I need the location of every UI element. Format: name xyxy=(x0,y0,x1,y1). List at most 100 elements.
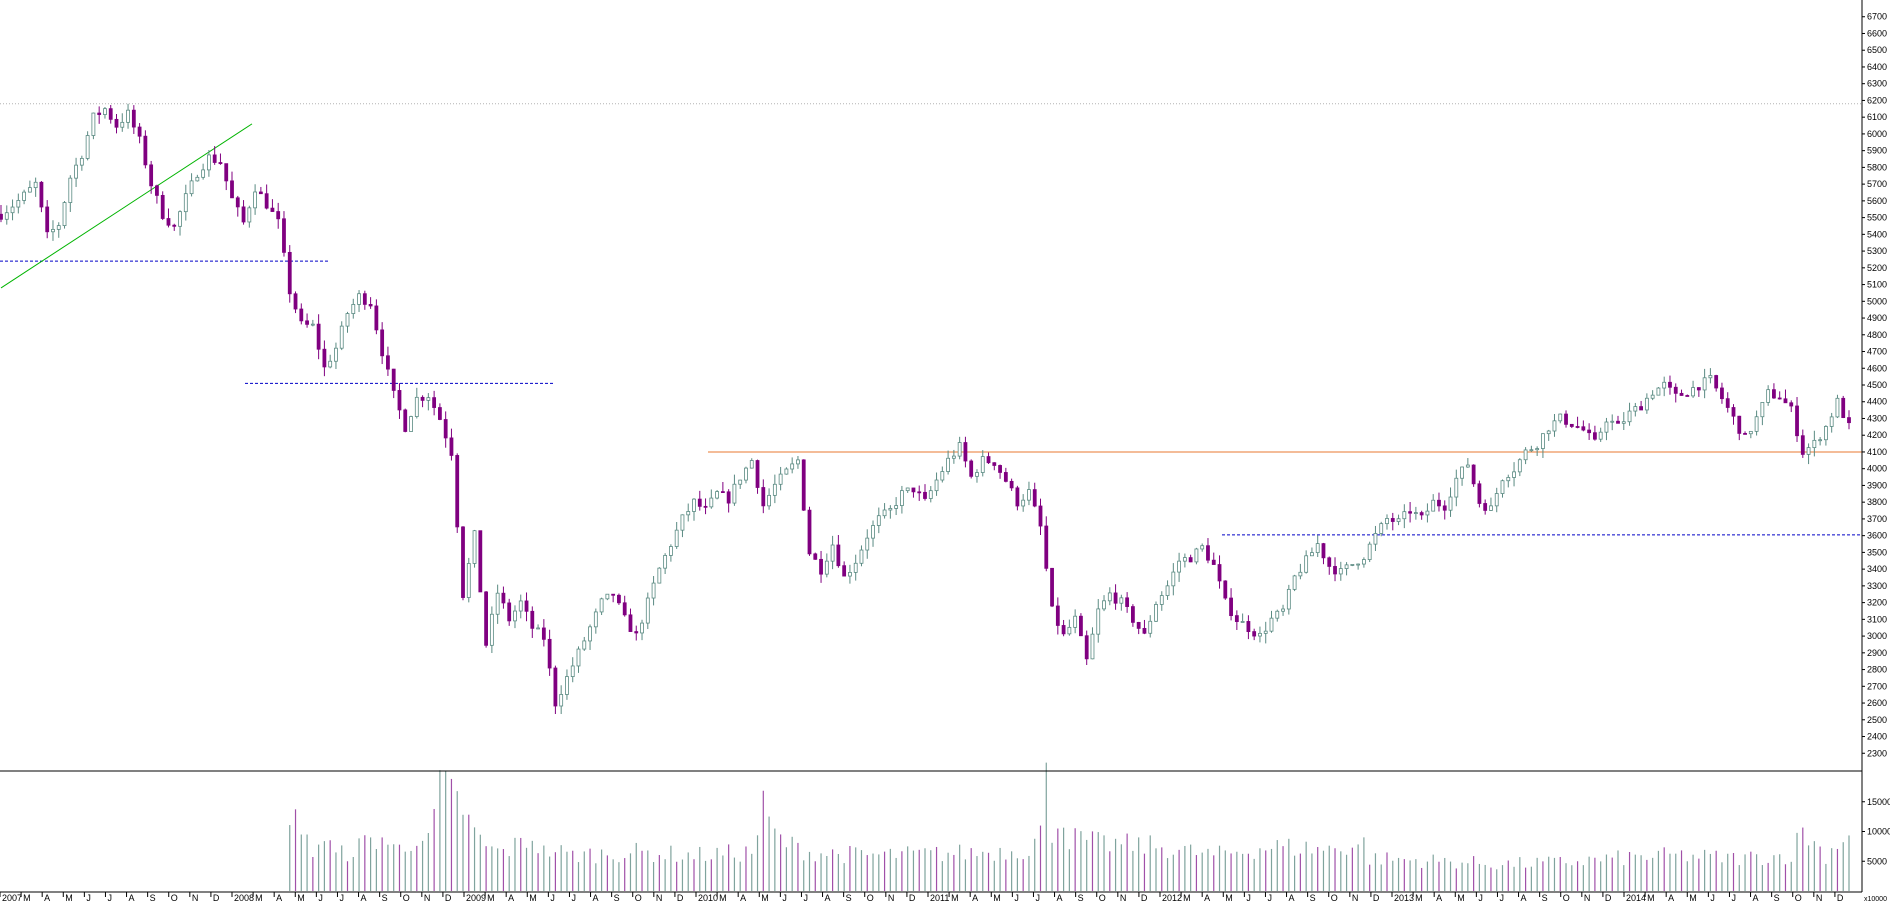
candle-body xyxy=(1102,600,1106,610)
month-tick-label: 2009 xyxy=(466,893,486,903)
month-tick-label: J xyxy=(86,893,91,903)
candle-body xyxy=(593,611,598,628)
price-tick-label: 4300 xyxy=(1867,413,1887,423)
month-tick-label: M xyxy=(487,893,495,903)
month-tick-label: O xyxy=(403,893,410,903)
month-tick-label: A xyxy=(825,893,831,903)
price-tick-label: 3000 xyxy=(1867,631,1887,641)
month-tick-label: N xyxy=(1816,893,1823,903)
month-tick-label: J xyxy=(107,893,112,903)
candle-body xyxy=(518,600,523,612)
candle-body xyxy=(1131,606,1135,623)
candlestick-series xyxy=(0,103,1851,715)
candle-body xyxy=(876,515,881,526)
candle-body xyxy=(553,667,558,707)
candle-body xyxy=(894,505,899,509)
candle-body xyxy=(807,509,812,555)
candle-body xyxy=(103,108,107,115)
candle-body xyxy=(85,135,90,159)
candle-body xyxy=(1806,447,1811,455)
price-tick-label: 5900 xyxy=(1867,146,1887,156)
candle-body xyxy=(1829,416,1834,427)
candle-body xyxy=(1702,377,1707,391)
candle-body xyxy=(1286,588,1291,610)
month-tick-label: A xyxy=(1204,893,1210,903)
candle-body xyxy=(859,549,864,564)
candle-body xyxy=(547,638,552,669)
candle-body xyxy=(1627,410,1632,423)
candle-body xyxy=(657,567,662,584)
candle-body xyxy=(62,202,67,226)
candle-body xyxy=(1691,387,1695,397)
candle-body xyxy=(761,487,766,507)
candle-body xyxy=(160,195,165,219)
candle-body xyxy=(1211,559,1216,565)
month-tick-label: M xyxy=(761,893,769,903)
month-tick-label: S xyxy=(614,893,620,903)
candle-body xyxy=(1356,563,1361,566)
candle-body xyxy=(230,180,234,199)
candle-body xyxy=(576,648,581,667)
candle-body xyxy=(1633,406,1638,412)
candle-body xyxy=(645,597,650,624)
candle-body xyxy=(1743,433,1747,435)
price-tick-label: 3100 xyxy=(1867,614,1887,624)
candle-body xyxy=(432,397,437,408)
candle-body xyxy=(720,491,725,493)
month-tick-label: D xyxy=(445,893,452,903)
month-tick-label: A xyxy=(276,893,282,903)
candle-body xyxy=(513,610,517,622)
candle-body xyxy=(622,602,627,616)
candle-body xyxy=(663,555,668,569)
candle-body xyxy=(305,320,309,325)
price-tick-label: 2300 xyxy=(1867,748,1887,758)
candle-body xyxy=(1281,608,1285,612)
candle-body xyxy=(1668,381,1672,388)
candle-body xyxy=(1154,604,1158,622)
month-tick-label: O xyxy=(867,893,874,903)
price-tick-label: 4500 xyxy=(1867,380,1887,390)
candle-body xyxy=(1494,493,1499,507)
candle-body xyxy=(923,491,927,499)
month-tick-label: M xyxy=(1225,893,1233,903)
candle-body xyxy=(524,600,529,612)
candle-body xyxy=(1737,415,1742,434)
candle-body xyxy=(1610,420,1615,423)
candle-body xyxy=(1240,621,1245,623)
month-tick-label: O xyxy=(1099,893,1106,903)
candle-body xyxy=(1234,615,1239,622)
candle-body xyxy=(1841,397,1846,418)
candle-body xyxy=(726,491,731,504)
candle-body xyxy=(1038,505,1043,527)
candle-body xyxy=(940,471,945,481)
candle-body xyxy=(744,467,748,481)
month-tick-label: M xyxy=(529,893,537,903)
month-tick-label: A xyxy=(1057,893,1063,903)
candle-body xyxy=(1512,471,1516,478)
month-tick-label: M xyxy=(1415,893,1423,903)
candle-body xyxy=(905,487,910,492)
candle-body xyxy=(1437,499,1441,507)
candle-body xyxy=(484,591,489,646)
candle-body xyxy=(1795,405,1799,437)
candle-body xyxy=(79,158,84,166)
volume-tick-label: 15000 xyxy=(1867,797,1890,807)
axes xyxy=(0,0,1863,893)
candle-body xyxy=(1027,489,1031,501)
volume-tick-label: 5000 xyxy=(1867,856,1887,866)
month-tick-label: N xyxy=(192,893,199,903)
candle-body xyxy=(848,572,852,577)
candle-body xyxy=(1650,394,1655,399)
candle-body xyxy=(900,490,904,506)
candle-body xyxy=(1061,625,1066,635)
candle-body xyxy=(131,109,136,128)
month-tick-label: 2007 xyxy=(2,893,22,903)
month-tick-label: M xyxy=(255,893,263,903)
candle-body xyxy=(1500,480,1505,494)
candle-body xyxy=(1304,555,1309,573)
candle-body xyxy=(1517,459,1522,473)
candle-body xyxy=(368,303,373,307)
month-tick-label: S xyxy=(1774,893,1780,903)
candle-body xyxy=(934,479,939,492)
candle-body xyxy=(1529,449,1534,452)
